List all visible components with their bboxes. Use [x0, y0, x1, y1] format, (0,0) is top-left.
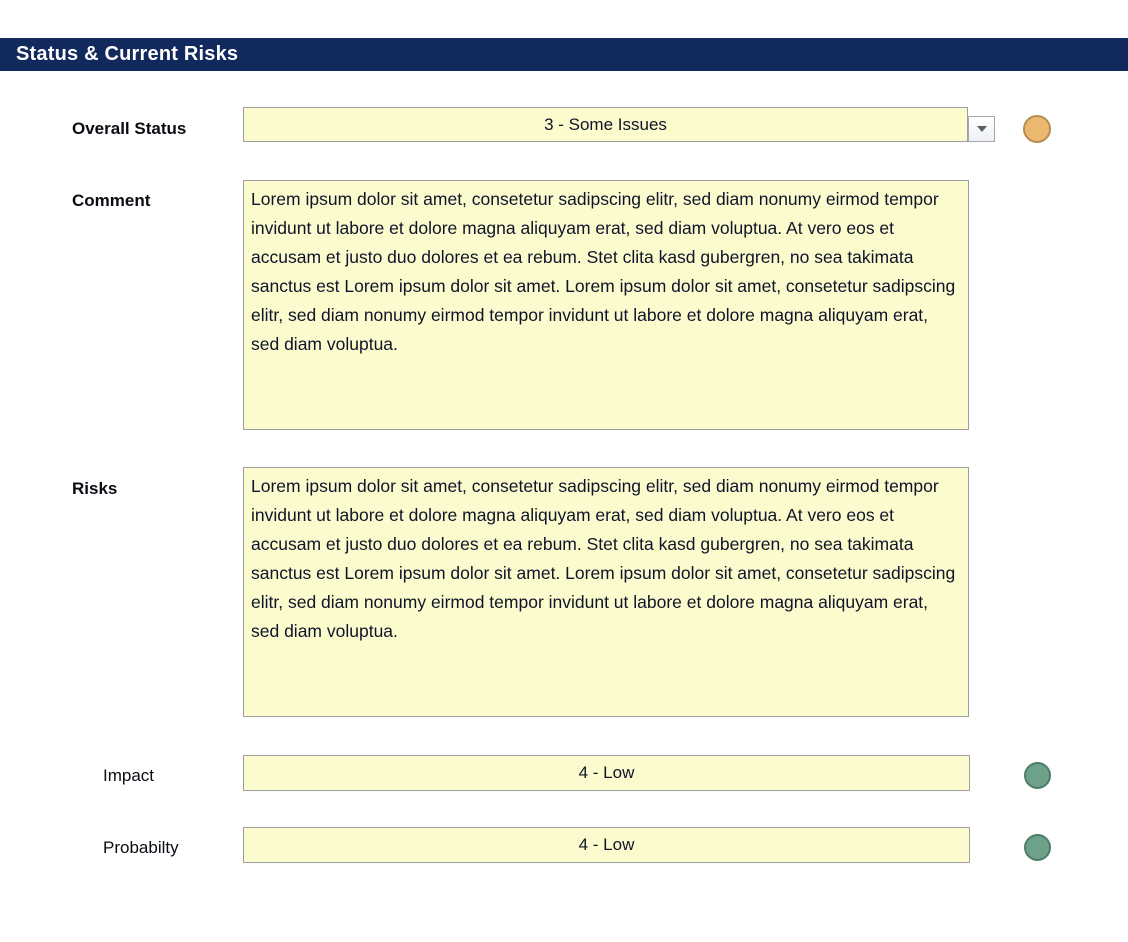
probability-field[interactable]: 4 - Low	[243, 827, 970, 863]
overall-status-select[interactable]: 3 - Some Issues	[243, 107, 968, 142]
overall-status-indicator	[1023, 115, 1051, 143]
section-header: Status & Current Risks	[0, 38, 1128, 71]
probability-label: Probabilty	[103, 838, 179, 857]
comment-label: Comment	[72, 191, 151, 210]
impact-field[interactable]: 4 - Low	[243, 755, 970, 791]
risks-label: Risks	[72, 479, 118, 498]
comment-textarea[interactable]: Lorem ipsum dolor sit amet, consetetur s…	[243, 180, 969, 430]
probability-indicator	[1024, 834, 1051, 861]
impact-indicator	[1024, 762, 1051, 789]
section-title: Status & Current Risks	[16, 43, 239, 65]
chevron-down-icon	[976, 126, 987, 132]
overall-status-label: Overall Status	[72, 119, 187, 138]
risks-textarea[interactable]: Lorem ipsum dolor sit amet, consetetur s…	[243, 467, 969, 717]
overall-status-dropdown-button[interactable]	[968, 116, 995, 142]
impact-label: Impact	[103, 766, 155, 785]
